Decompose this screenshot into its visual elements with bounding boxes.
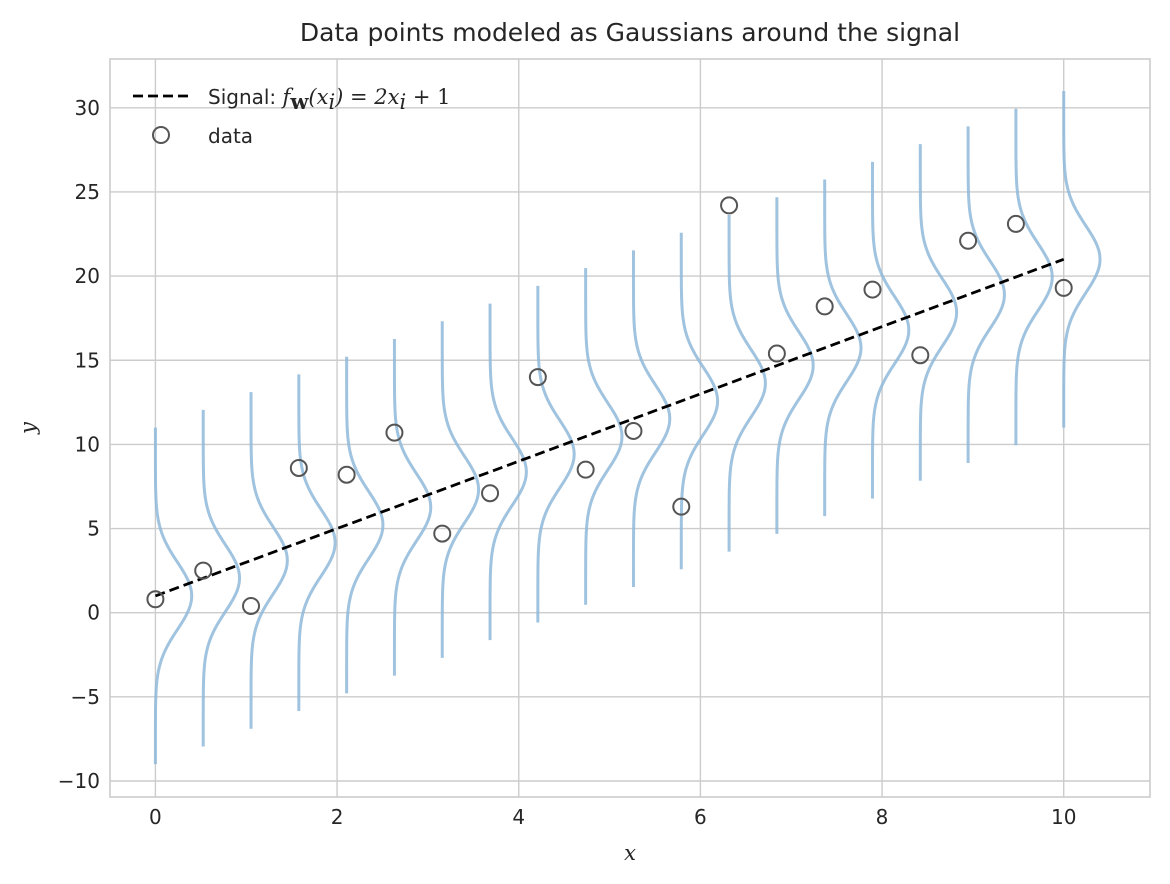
data-point — [863, 280, 882, 299]
signal-line — [154, 257, 1065, 598]
legend-math-plus1: + 1 — [406, 85, 450, 109]
data-point — [385, 423, 404, 442]
gaussian-curves-layer — [153, 90, 1102, 765]
data-point — [481, 484, 500, 503]
legend-signal-label: Signal: fw(xi) = 2xi + 1 — [208, 85, 451, 114]
data-point — [1006, 214, 1025, 233]
legend-math-i2: i — [400, 90, 407, 114]
gaussian-curve — [440, 321, 481, 658]
gaussian-curve — [392, 339, 433, 676]
gaussian-curve — [966, 126, 1006, 464]
y-tick-label: 15 — [75, 348, 100, 372]
y-tick-label: 25 — [75, 180, 100, 204]
y-tick-label: 10 — [75, 432, 100, 456]
tick-labels-layer: 0 2 4 6 8 10 −10 −5 0 5 10 15 20 25 30 — [58, 96, 1077, 829]
x-tick-label: 6 — [694, 805, 707, 829]
x-tick-label: 4 — [512, 805, 525, 829]
legend-math-w: w — [289, 89, 309, 114]
gaussian-curve — [536, 285, 576, 623]
y-axis-label: y — [16, 421, 40, 435]
data-point — [624, 421, 643, 440]
data-point — [672, 497, 691, 516]
gaussian-curve — [153, 427, 194, 765]
grid-layer — [110, 59, 1150, 797]
data-point — [433, 524, 452, 543]
x-tick-label: 10 — [1051, 805, 1076, 829]
x-tick-label: 8 — [876, 805, 889, 829]
data-point — [959, 231, 978, 250]
gaussian-curve — [679, 232, 720, 570]
gaussian-curve — [584, 268, 624, 605]
legend-math-i1: i — [328, 90, 335, 114]
data-point — [815, 297, 834, 316]
data-point — [242, 596, 261, 615]
data-point — [1054, 278, 1073, 297]
legend-math-x1: (x — [308, 85, 328, 109]
data-points-layer — [146, 196, 1073, 615]
data-point — [528, 368, 547, 387]
y-tick-label: −10 — [58, 769, 100, 793]
data-point — [289, 458, 308, 477]
data-point — [337, 465, 356, 484]
gaussian-curve — [775, 197, 815, 534]
gaussian-curve — [488, 303, 528, 641]
gaussian-curve — [631, 250, 672, 588]
x-tick-label: 0 — [149, 805, 162, 829]
data-point — [576, 460, 595, 479]
y-tick-label: −5 — [71, 685, 100, 709]
gaussian-curve — [870, 161, 911, 499]
legend-math-eq: ) = 2x — [334, 85, 400, 109]
gaussian-curve — [249, 392, 289, 729]
gaussian-curve — [918, 144, 959, 481]
gaussian-curve — [727, 214, 767, 552]
y-tick-label: 5 — [87, 517, 100, 541]
gaussian-curve — [201, 409, 242, 747]
gaussian-curve — [345, 356, 385, 694]
signal-line-layer — [154, 257, 1065, 598]
data-point — [911, 346, 930, 365]
data-point — [720, 196, 739, 215]
legend-data-label: data — [208, 124, 253, 148]
legend-data-swatch — [152, 126, 170, 144]
y-tick-label: 0 — [87, 601, 100, 625]
y-tick-label: 30 — [75, 96, 100, 120]
x-axis-label: x — [624, 841, 636, 865]
data-point — [194, 561, 213, 580]
chart-title: Data points modeled as Gaussians around … — [300, 18, 960, 47]
gaussian-curve — [823, 179, 863, 517]
plot-frame — [109, 58, 1151, 798]
gaussian-curve — [1014, 108, 1054, 446]
gaussian-curve — [297, 374, 337, 712]
y-tick-label: 20 — [75, 264, 100, 288]
legend: Signal: fw(xi) = 2xi + 1 data — [133, 85, 451, 148]
gaussian-curve — [1062, 90, 1102, 428]
x-tick-label: 2 — [331, 805, 344, 829]
data-point — [146, 590, 165, 609]
data-point — [767, 344, 786, 363]
legend-signal-prefix: Signal: — [208, 85, 283, 109]
legend-math-f: f — [281, 85, 294, 109]
